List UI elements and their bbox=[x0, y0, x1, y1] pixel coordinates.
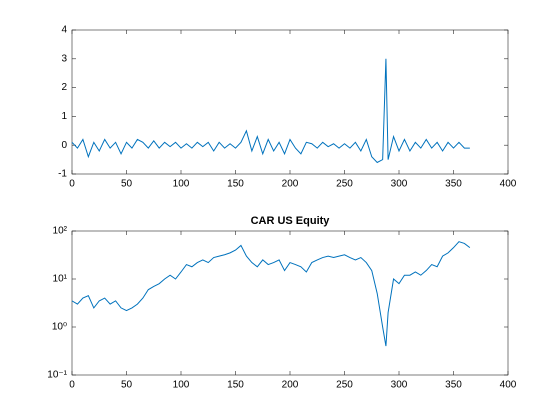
x-tick-label: 0 bbox=[69, 380, 75, 391]
y-tick-label: 3 bbox=[61, 53, 67, 64]
x-tick-label: 0 bbox=[69, 179, 75, 190]
y-tick-label: 4 bbox=[61, 25, 67, 36]
x-tick-label: 350 bbox=[445, 380, 462, 391]
y-tick-label: 10¹ bbox=[53, 274, 68, 285]
x-tick-label: 50 bbox=[121, 380, 133, 391]
y-tick-label: 10⁻¹ bbox=[47, 370, 67, 381]
x-tick-label: 50 bbox=[121, 179, 133, 190]
chart-title: CAR US Equity bbox=[251, 215, 331, 227]
x-tick-label: 200 bbox=[282, 380, 299, 391]
x-tick-label: 400 bbox=[500, 179, 517, 190]
y-tick-label: 0 bbox=[61, 140, 67, 151]
x-tick-label: 100 bbox=[173, 380, 190, 391]
x-tick-label: 200 bbox=[282, 179, 299, 190]
x-tick-label: 300 bbox=[391, 179, 408, 190]
x-tick-label: 250 bbox=[336, 179, 353, 190]
y-tick-label: 10⁰ bbox=[52, 322, 67, 333]
data-line bbox=[71, 241, 471, 347]
y-tick-label: 2 bbox=[61, 82, 67, 93]
x-tick-label: 300 bbox=[391, 380, 408, 391]
x-tick-label: 250 bbox=[336, 380, 353, 391]
data-line bbox=[71, 58, 470, 164]
axes-box bbox=[71, 230, 509, 376]
axes-box bbox=[71, 29, 509, 175]
y-tick-label: 10² bbox=[53, 226, 68, 237]
x-tick-label: 350 bbox=[445, 179, 462, 190]
y-tick-label: 1 bbox=[61, 111, 67, 122]
x-tick-label: 150 bbox=[227, 179, 244, 190]
y-tick-label: -1 bbox=[58, 169, 67, 180]
x-tick-label: 400 bbox=[500, 380, 517, 391]
x-tick-label: 150 bbox=[227, 380, 244, 391]
x-tick-label: 100 bbox=[173, 179, 190, 190]
